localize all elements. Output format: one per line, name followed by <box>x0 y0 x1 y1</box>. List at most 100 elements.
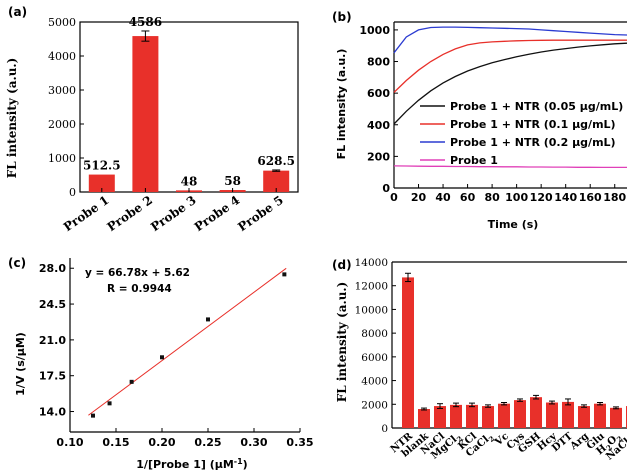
panel-b-xtick-label: 60 <box>460 191 476 204</box>
panel-c-xlabel-sup: -1 <box>234 457 243 466</box>
panel-d-bar <box>546 402 558 428</box>
panel-c-data-point <box>107 401 112 406</box>
panel-b-ytick-label: 600 <box>367 87 390 100</box>
panel-a-ytick-label: 0 <box>69 186 76 199</box>
panel-b-label: (b) <box>332 10 352 24</box>
panel-c-fit-line <box>88 267 287 416</box>
panel-c-ytick-label: 14.0 <box>39 406 66 419</box>
panel-a-label: (a) <box>8 5 27 19</box>
panel-b-xtick-label: 160 <box>579 191 602 204</box>
panel-b-xlabel: Time (s) <box>488 218 539 231</box>
panel-c-xlabel: 1/[Probe 1] (μM-1) <box>136 457 247 471</box>
panel-a-xtick-label: Probe 4 <box>192 193 243 234</box>
panel-a-ytick-label: 4000 <box>48 50 76 63</box>
panel-d-bar <box>418 409 430 428</box>
panel-b-legend-label: Probe 1 + NTR (0.1 μg/mL) <box>450 118 616 131</box>
panel-c: (c) 1/V (s/μM) 1/[Probe 1] (μM-1) 14.0 17… <box>8 256 314 471</box>
panel-a-ytick-label: 5000 <box>48 16 76 29</box>
panel-c-ylabel: 1/V (s/μM) <box>14 332 27 396</box>
panel-a-value-label: 48 <box>181 174 198 188</box>
panel-c-xtick-label: 0.30 <box>240 436 267 449</box>
panel-c-label: (c) <box>8 256 26 270</box>
panel-b-ylabel: FL intensity (a.u.) <box>335 49 348 160</box>
panel-b-xtick-label: 0 <box>390 191 398 204</box>
panel-c-xlabel-main: 1/[Probe 1] (μM <box>136 458 234 471</box>
panel-a-ylabel: FL intensity (a.u.) <box>5 58 19 179</box>
panel-b-ytick-label: 400 <box>367 119 390 132</box>
panel-b-xtick-label: 180 <box>603 191 626 204</box>
panel-d-xtick-label-sub: 2 <box>604 443 614 453</box>
panel-d-ytick-label: 10000 <box>355 304 388 316</box>
panel-d-ytick-label: 12000 <box>355 281 388 293</box>
panel-b-legend-label: Probe 1 <box>450 154 498 167</box>
panel-c-xtick-label: 0.20 <box>148 436 175 449</box>
panel-a-value-label: 58 <box>224 174 241 188</box>
panel-d: (d) FL intensity (a.u.) 0 2000 4000 6000 800… <box>332 257 627 462</box>
panel-c-equation: y = 66.78x + 5.62 <box>85 267 190 279</box>
panel-c-xtick-label: 0.10 <box>56 436 83 449</box>
panel-d-ytick-label: 4000 <box>361 376 388 388</box>
panel-c-ytick-label: 17.5 <box>39 370 66 383</box>
panel-d-bar <box>610 407 622 428</box>
panel-b-ytick-label: 200 <box>367 150 390 163</box>
panel-d-bar <box>530 397 542 428</box>
panel-d-bar <box>498 403 510 428</box>
panel-b-xtick-label: 80 <box>484 191 500 204</box>
panel-d-bar <box>594 403 606 428</box>
panel-b-series-line <box>393 42 627 125</box>
panel-a-value-label: 512.5 <box>83 159 121 173</box>
panel-b-series-line <box>393 26 627 54</box>
panel-c-ytick-label: 24.5 <box>39 298 66 311</box>
panel-b-ytick-label: 1000 <box>359 24 390 37</box>
panel-b-xtick-label: 20 <box>411 191 427 204</box>
panel-b-xtick-label: 100 <box>505 191 528 204</box>
panel-c-ytick-label: 21.0 <box>39 334 66 347</box>
panel-d-bar <box>450 404 462 428</box>
panel-b-xtick-label: 120 <box>530 191 553 204</box>
panel-c-ytick-label: 28.0 <box>39 262 66 275</box>
panel-c-xtick-label: 0.25 <box>194 436 221 449</box>
panel-b-legend-label: Probe 1 + NTR (0.2 μg/mL) <box>450 136 616 149</box>
panel-b-legend-label: Probe 1 + NTR (0.05 μg/mL) <box>450 100 623 113</box>
panel-d-ytick-label: 0 <box>381 423 388 435</box>
panel-a-value-label: 628.5 <box>257 154 295 168</box>
panel-a-xtick-label: Probe 1 <box>61 193 112 234</box>
panel-a-xtick-label: Probe 5 <box>235 193 286 234</box>
panel-d-ylabel: FL intensity (a.u.) <box>335 282 349 403</box>
panel-a-value-label: 4586 <box>129 15 162 29</box>
panel-c-data-point <box>160 355 164 360</box>
panel-a: (a) FL intensity (a.u.) 0 1000 2000 3000 400… <box>5 5 299 234</box>
panel-a-bar <box>132 36 159 192</box>
panel-b-ytick-label: 0 <box>382 182 390 195</box>
panel-c-xtick-label: 0.35 <box>286 436 313 449</box>
panel-d-bar <box>434 406 446 428</box>
panel-d-xtick-label-sub: 2 <box>615 434 625 444</box>
panel-a-ytick-label: 1000 <box>48 152 76 165</box>
panel-b-xtick-label: 40 <box>435 191 451 204</box>
panel-d-xtick-label-sub: 2 <box>487 434 497 444</box>
panel-b: (b) FL intensity (a.u.) Time (s) 0200400… <box>332 10 627 231</box>
panel-d-bar <box>514 400 526 428</box>
panel-a-bar <box>88 174 115 192</box>
panel-c-data-point <box>129 379 134 384</box>
panel-c-data-point <box>282 272 287 277</box>
panel-c-data-point <box>91 413 95 418</box>
panel-b-series-line <box>393 165 627 169</box>
panel-a-ytick-label: 2000 <box>48 118 76 131</box>
panel-b-series-line <box>393 39 627 93</box>
panel-d-ytick-label: 8000 <box>361 328 388 340</box>
panel-d-ytick-label: 2000 <box>361 399 388 411</box>
panel-a-xtick-label: Probe 3 <box>148 193 199 234</box>
panel-c-xtick-label: 0.15 <box>102 436 129 449</box>
panel-d-bar <box>562 401 574 428</box>
panel-b-xtick-label: 140 <box>554 191 577 204</box>
panel-c-data-point <box>206 317 210 322</box>
panel-d-ytick-label: 6000 <box>361 352 388 364</box>
panel-c-xlabel-end: ) <box>243 458 248 471</box>
panel-c-r-value: R = 0.9944 <box>107 283 172 295</box>
panel-d-xtick-label: H2O2 <box>594 431 624 459</box>
panel-d-label: (d) <box>332 258 352 272</box>
panel-d-bar <box>482 406 494 428</box>
panel-a-bar <box>263 170 290 192</box>
panel-d-bar <box>466 404 478 428</box>
